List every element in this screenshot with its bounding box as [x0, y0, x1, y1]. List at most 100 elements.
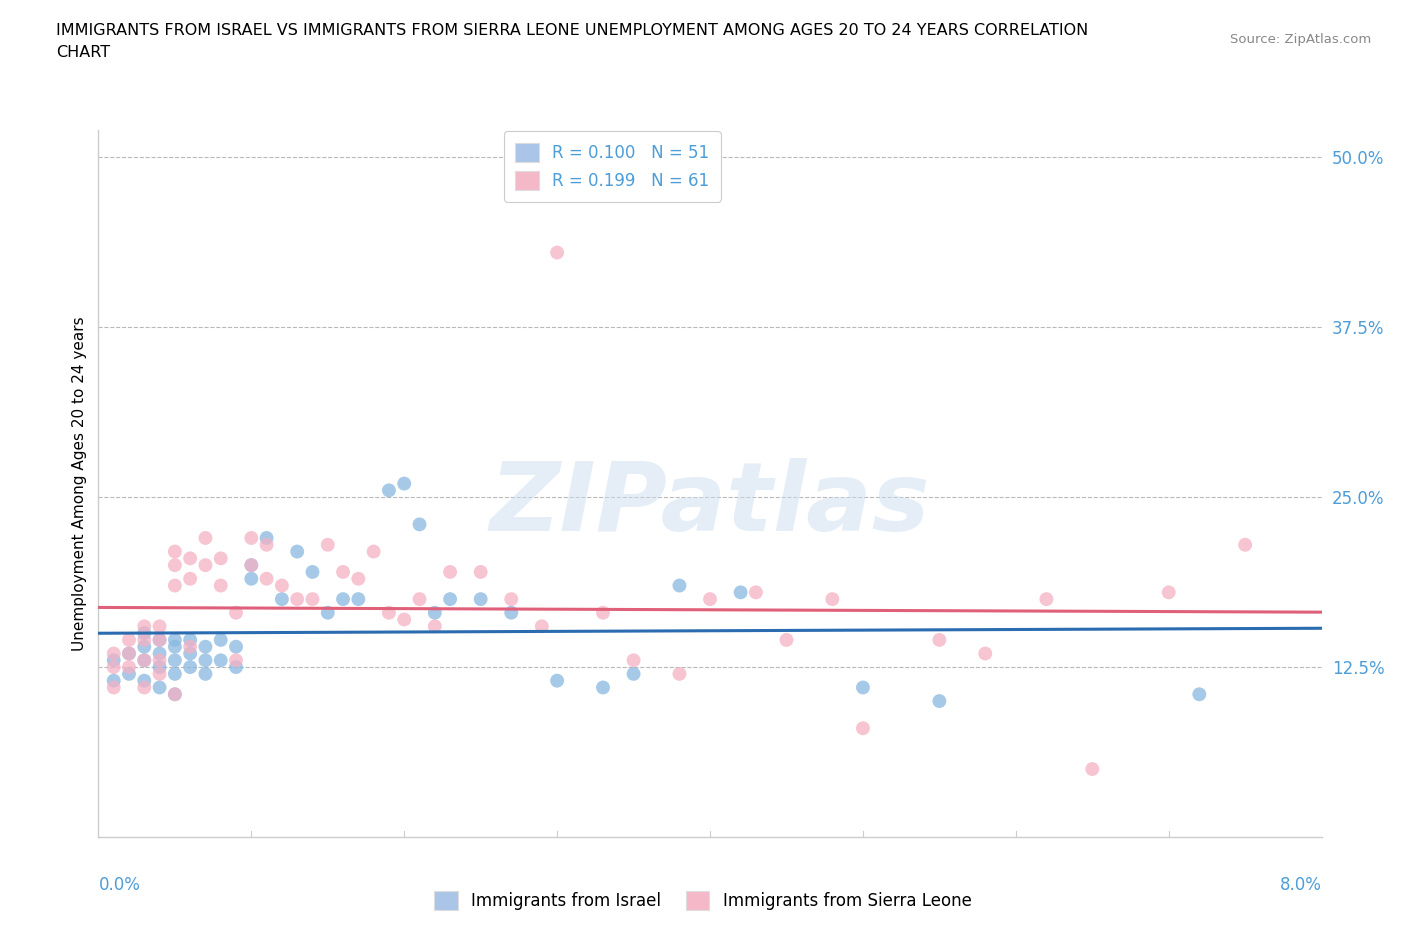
Point: [1188, 687, 1211, 702]
Point: [225, 653, 247, 668]
Point: [240, 530, 263, 545]
Y-axis label: Unemployment Among Ages 20 to 24 years: Unemployment Among Ages 20 to 24 years: [72, 316, 87, 651]
Point: [592, 605, 614, 620]
Point: [134, 680, 156, 695]
Point: [149, 646, 172, 661]
Point: [225, 639, 247, 654]
Point: [423, 605, 446, 620]
Point: [163, 578, 186, 593]
Point: [332, 591, 354, 606]
Point: [134, 653, 156, 668]
Point: [118, 646, 141, 661]
Point: [163, 632, 186, 647]
Point: [225, 659, 247, 674]
Point: [163, 639, 186, 654]
Point: [392, 612, 416, 627]
Point: [149, 653, 172, 668]
Point: [332, 565, 354, 579]
Point: [149, 618, 172, 633]
Point: [134, 632, 156, 647]
Point: [439, 565, 461, 579]
Point: [194, 530, 217, 545]
Point: [209, 653, 232, 668]
Point: [256, 571, 278, 586]
Point: [408, 591, 430, 606]
Point: [163, 653, 186, 668]
Point: [501, 605, 523, 620]
Point: [103, 680, 125, 695]
Point: [301, 591, 323, 606]
Point: [163, 687, 186, 702]
Point: [103, 646, 125, 661]
Point: [730, 585, 752, 600]
Point: [149, 680, 172, 695]
Point: [439, 591, 461, 606]
Point: [316, 538, 339, 552]
Point: [256, 538, 278, 552]
Point: [301, 565, 323, 579]
Point: [256, 530, 278, 545]
Point: [179, 639, 201, 654]
Point: [118, 632, 141, 647]
Point: [118, 646, 141, 661]
Point: [134, 653, 156, 668]
Point: [194, 653, 217, 668]
Point: [928, 632, 950, 647]
Point: [745, 585, 768, 600]
Point: [240, 558, 263, 573]
Point: [1035, 591, 1057, 606]
Point: [378, 483, 401, 498]
Point: [316, 605, 339, 620]
Point: [852, 721, 875, 736]
Text: IMMIGRANTS FROM ISRAEL VS IMMIGRANTS FROM SIERRA LEONE UNEMPLOYMENT AMONG AGES 2: IMMIGRANTS FROM ISRAEL VS IMMIGRANTS FRO…: [56, 23, 1088, 38]
Point: [163, 558, 186, 573]
Point: [103, 653, 125, 668]
Point: [240, 558, 263, 573]
Point: [134, 626, 156, 641]
Point: [1081, 762, 1104, 777]
Point: [118, 659, 141, 674]
Point: [270, 591, 294, 606]
Point: [668, 667, 690, 682]
Point: [623, 667, 645, 682]
Point: [974, 646, 997, 661]
Point: [163, 687, 186, 702]
Point: [179, 659, 201, 674]
Point: [530, 618, 553, 633]
Point: [194, 639, 217, 654]
Point: [546, 673, 568, 688]
Point: [163, 667, 186, 682]
Point: [240, 571, 263, 586]
Point: [194, 558, 217, 573]
Point: [194, 667, 217, 682]
Point: [163, 544, 186, 559]
Point: [470, 565, 492, 579]
Point: [225, 605, 247, 620]
Point: [103, 659, 125, 674]
Text: 8.0%: 8.0%: [1279, 876, 1322, 894]
Point: [149, 632, 172, 647]
Point: [470, 591, 492, 606]
Point: [1157, 585, 1180, 600]
Point: [392, 476, 416, 491]
Point: [134, 639, 156, 654]
Text: ZIPatlas: ZIPatlas: [489, 458, 931, 551]
Point: [363, 544, 385, 559]
Point: [347, 571, 370, 586]
Point: [209, 578, 232, 593]
Point: [623, 653, 645, 668]
Point: [134, 618, 156, 633]
Point: [546, 246, 568, 260]
Text: CHART: CHART: [56, 45, 110, 60]
Point: [103, 673, 125, 688]
Point: [149, 659, 172, 674]
Point: [285, 591, 308, 606]
Point: [699, 591, 721, 606]
Point: [347, 591, 370, 606]
Point: [928, 694, 950, 709]
Text: Source: ZipAtlas.com: Source: ZipAtlas.com: [1230, 33, 1371, 46]
Legend: Immigrants from Israel, Immigrants from Sierra Leone: Immigrants from Israel, Immigrants from …: [427, 884, 979, 917]
Point: [592, 680, 614, 695]
Point: [285, 544, 308, 559]
Point: [134, 673, 156, 688]
